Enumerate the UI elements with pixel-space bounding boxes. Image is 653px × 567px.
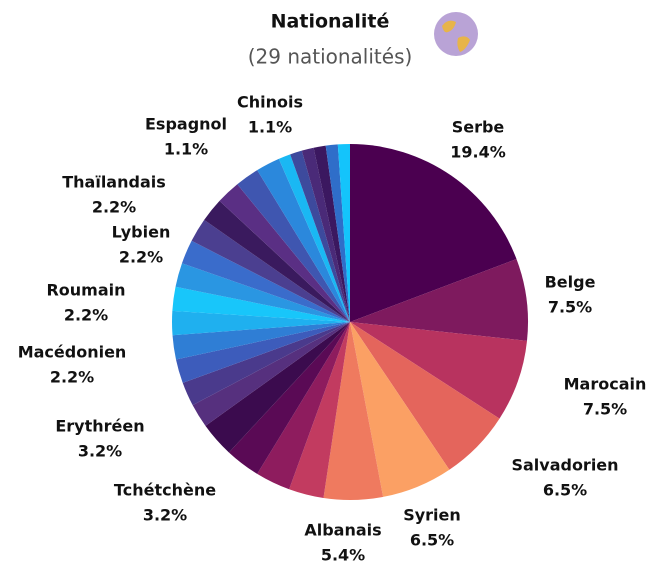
pie-slice bbox=[337, 144, 350, 322]
pie-slice bbox=[301, 147, 350, 322]
slice-label: Erythréen bbox=[55, 417, 144, 436]
pie-slice bbox=[191, 219, 350, 322]
pie-slice bbox=[350, 322, 528, 419]
pie-slice bbox=[172, 310, 350, 336]
pie-slice bbox=[175, 322, 350, 383]
pie-slice bbox=[181, 240, 350, 322]
pie-slice bbox=[192, 322, 350, 426]
pie-slice bbox=[172, 322, 350, 360]
pie-slice bbox=[323, 322, 384, 500]
pie-slice bbox=[172, 286, 350, 322]
pie-slice bbox=[313, 145, 350, 322]
slice-value-label: 1.1% bbox=[164, 140, 208, 159]
chart-title: Nationalité bbox=[271, 11, 390, 33]
slice-label: Marocain bbox=[564, 375, 647, 394]
slice-value-label: 7.5% bbox=[583, 400, 627, 419]
pie-slice bbox=[205, 322, 350, 453]
slice-label: Espagnol bbox=[145, 115, 227, 134]
pie-slice bbox=[278, 154, 350, 322]
slice-value-label: 6.5% bbox=[410, 531, 454, 550]
pie-slice bbox=[175, 263, 350, 322]
pie-slice bbox=[237, 170, 350, 322]
slice-label: Macédonien bbox=[18, 343, 127, 362]
slice-value-label: 19.4% bbox=[450, 143, 506, 162]
slice-label: Tchétchène bbox=[114, 481, 216, 500]
slice-label: Chinois bbox=[237, 93, 303, 112]
pie-slice bbox=[257, 322, 350, 490]
slice-value-label: 5.4% bbox=[321, 546, 365, 565]
pie-slice bbox=[325, 144, 350, 322]
slice-label: Roumain bbox=[46, 281, 125, 300]
slice-value-label: 7.5% bbox=[548, 298, 592, 317]
pie-slice bbox=[350, 144, 517, 322]
slice-value-label: 2.2% bbox=[92, 198, 136, 217]
slice-value-label: 6.5% bbox=[543, 481, 587, 500]
pie-slice bbox=[350, 322, 500, 470]
slice-value-label: 2.2% bbox=[119, 248, 163, 267]
slice-value-label: 3.2% bbox=[78, 442, 122, 461]
chart-subtitle: (29 nationalités) bbox=[248, 45, 413, 69]
slice-label: Albanais bbox=[304, 521, 381, 540]
slice-value-label: 2.2% bbox=[64, 306, 108, 325]
pie-slice bbox=[350, 322, 450, 497]
slice-label: Serbe bbox=[452, 118, 505, 137]
globe-icon bbox=[434, 12, 478, 56]
pie-slice bbox=[204, 200, 350, 322]
slice-label: Syrien bbox=[403, 506, 461, 525]
pie-slice bbox=[228, 322, 350, 474]
pie-slice bbox=[219, 184, 350, 322]
slice-label: Thaïlandais bbox=[62, 173, 166, 192]
pie-slice bbox=[350, 259, 529, 341]
slice-label: Lybien bbox=[112, 223, 171, 242]
slice-value-label: 1.1% bbox=[248, 118, 292, 137]
pie-slice bbox=[289, 322, 350, 499]
slice-label: Belge bbox=[545, 273, 596, 292]
slice-value-label: 3.2% bbox=[143, 506, 187, 525]
pie-slice bbox=[257, 158, 350, 322]
pie-slice bbox=[290, 150, 350, 322]
slice-value-label: 2.2% bbox=[50, 368, 94, 387]
pie-slice bbox=[182, 322, 350, 406]
slice-label: Salvadorien bbox=[511, 456, 618, 475]
